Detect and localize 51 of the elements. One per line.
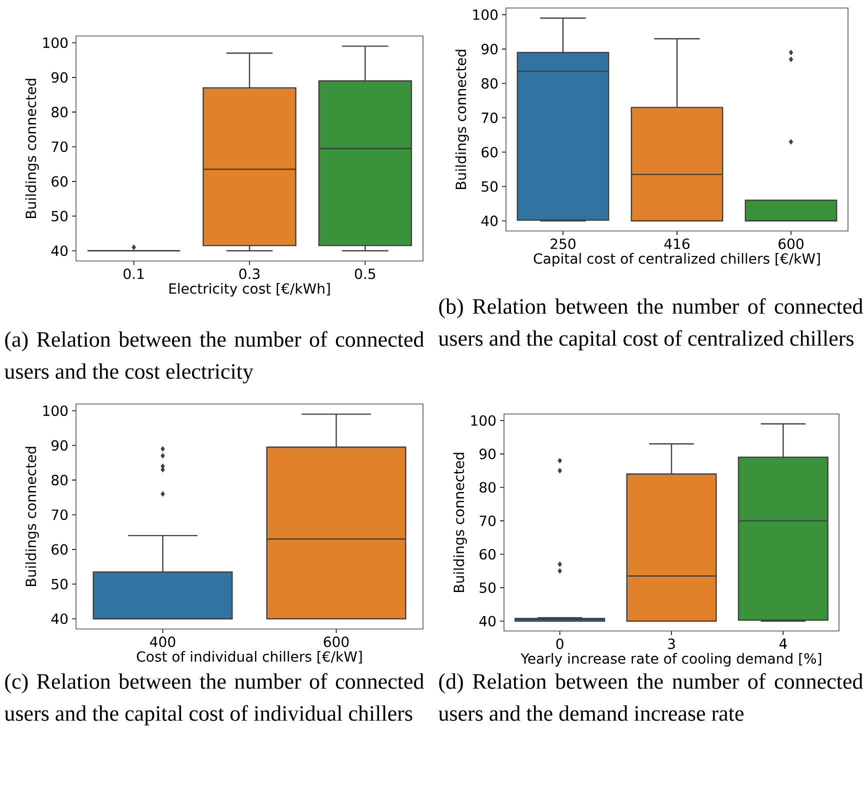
y-tick-label: 80 — [52, 106, 68, 118]
y-tick-label: 100 — [471, 415, 496, 426]
text: (d) Relation between the number of connected users and the demand increase rate — [438, 673, 863, 721]
text: (b) Relation between the number of connected users and the capital cost of centralized chillers — [438, 298, 863, 350]
x-tick-label: 3 — [668, 638, 675, 650]
x-tick-label: 600 — [324, 636, 349, 648]
x-axis-title: Capital cost of centralized chillers [€/kW] — [534, 252, 820, 267]
y-tick-label: 90 — [52, 440, 68, 451]
y-tick-label: 60 — [482, 146, 498, 158]
y-tick-label: 40 — [51, 613, 68, 624]
y-axis-title: Buildings connected — [455, 50, 469, 190]
y-tick-label: 50 — [480, 582, 496, 593]
y-tick-label: 40 — [481, 216, 498, 226]
x-tick-label: 400 — [150, 636, 176, 648]
x-tick-label: 0.1 — [124, 268, 144, 280]
y-tick-label: 50 — [52, 578, 68, 590]
y-tick-label: 50 — [482, 181, 498, 192]
y-tick-label: 100 — [43, 405, 68, 416]
y-tick-label: 50 — [52, 210, 68, 222]
y-tick-label: 80 — [52, 474, 68, 486]
y-axis-title: Buildings connected — [25, 78, 39, 218]
y-tick-label: 90 — [482, 44, 498, 54]
y-tick-label: 60 — [52, 176, 68, 187]
y-tick-label: 100 — [43, 37, 68, 48]
y-tick-label: 100 — [473, 9, 498, 20]
x-axis-title: Electricity cost [€/kWh] — [169, 282, 330, 297]
x-tick-label: 4 — [779, 638, 787, 649]
y-tick-label: 60 — [480, 548, 496, 560]
y-tick-label: 90 — [480, 448, 496, 460]
x-tick-label: 416 — [664, 238, 690, 250]
text: (a) Relation between the number of connected users and the cost electricity — [4, 331, 424, 384]
y-tick-label: 40 — [51, 245, 68, 256]
y-tick-label: 80 — [480, 482, 496, 493]
y-tick-label: 70 — [482, 112, 498, 124]
y-tick-label: 70 — [480, 516, 496, 526]
y-axis-title: Buildings connected — [453, 452, 467, 592]
x-tick-label: 600 — [778, 238, 804, 250]
text: (c) Relation between the number of connected users and the capital cost of individual chillers — [4, 673, 424, 726]
x-axis-title: Cost of individual chillers [€/kW] — [136, 650, 362, 664]
y-tick-label: 40 — [479, 616, 496, 626]
y-tick-label: 90 — [52, 72, 68, 83]
y-tick-label: 70 — [52, 141, 68, 152]
y-tick-label: 70 — [52, 509, 68, 520]
y-tick-label: 60 — [52, 544, 68, 555]
x-tick-label: 0 — [556, 638, 564, 650]
x-axis-title: Yearly increase rate of cooling demand [%] — [520, 652, 822, 667]
y-axis-title: Buildings connected — [25, 446, 39, 586]
x-tick-label: 0.3 — [239, 268, 260, 280]
y-tick-label: 80 — [482, 78, 498, 89]
x-tick-label: 0.5 — [354, 268, 376, 280]
x-tick-label: 250 — [550, 238, 576, 250]
